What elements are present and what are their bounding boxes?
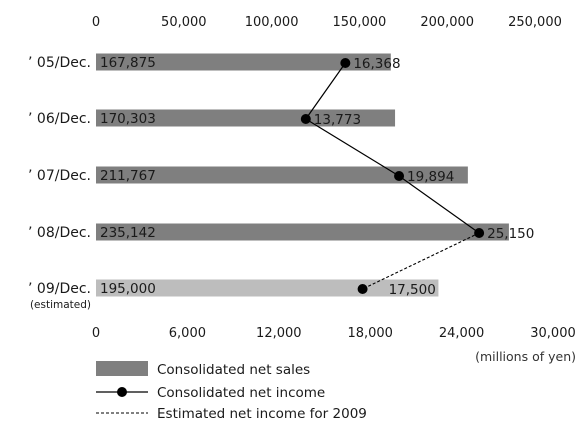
net-sales-bar [96,109,396,127]
top-axis: 0 50,000 100,000 150,000 200,000 250,000 [92,15,562,30]
top-tick-label: 200,000 [420,15,474,30]
net-income-value-label: 25,150 [487,226,534,242]
net-income-point [474,228,485,238]
net-income-value-label: 19,894 [407,169,454,185]
legend-dot-swatch [117,387,127,397]
bottom-tick-label: 18,000 [347,326,393,341]
net-sales-value-labels: 167,875 170,303 211,767 235,142 195,000 [100,55,156,297]
category-label: ’ 05/Dec. [28,55,91,71]
net-sales-value-label: 235,142 [100,225,156,241]
net-income-point [300,114,311,124]
net-income-value-label: 13,773 [314,112,361,128]
net-income-value-label: 17,500 [389,282,436,298]
category-labels: ’ 05/Dec. ’ 06/Dec. ’ 07/Dec. ’ 08/Dec. ’ 09… [28,55,91,311]
net-income-line-path [304,62,480,234]
top-tick-label: 150,000 [333,15,387,30]
net-sales-value-label: 167,875 [100,55,156,71]
top-tick-label: 250,000 [508,15,562,30]
legend-label: Estimated net income for 2009 [157,406,367,421]
bottom-tick-label: 24,000 [439,326,485,341]
top-tick-label: 100,000 [245,15,299,30]
bottom-tick-label: 6,000 [169,326,206,341]
legend: Consolidated net sales Consolidated net i… [96,361,367,421]
top-tick-label: 0 [92,15,100,30]
net-sales-bars [96,53,509,297]
category-label: ’ 06/Dec. [28,111,91,127]
legend-label: Consolidated net sales [157,362,310,378]
net-sales-bar [96,279,439,297]
category-label: ’ 07/Dec. [28,168,91,184]
net-sales-bar [96,223,509,241]
net-sales-bar [96,166,468,184]
net-income-value-labels: 16,368 13,773 19,894 25,150 17,500 [314,56,535,298]
bottom-axis: 0 6,000 12,000 18,000 24,000 30,000 [92,326,576,341]
category-note: (estimated) [30,299,91,311]
net-income-point [394,171,405,181]
net-sales-value-label: 195,000 [100,281,156,297]
top-tick-label: 50,000 [161,15,207,30]
net-sales-value-label: 211,767 [100,168,156,184]
legend-label: Consolidated net income [157,385,325,401]
unit-label: (millions of yen) [475,349,576,364]
net-sales-bar [96,53,391,71]
net-sales-value-label: 170,303 [100,111,156,127]
category-label: ’ 09/Dec. [28,281,91,297]
net-income-point [340,58,351,68]
bottom-tick-label: 0 [92,326,100,341]
bottom-tick-label: 30,000 [530,326,576,341]
bottom-tick-label: 12,000 [256,326,302,341]
estimated-net-income-line [362,232,480,290]
category-label: ’ 08/Dec. [28,225,91,241]
net-income-point [357,284,368,294]
legend-bar-swatch [96,361,148,376]
net-income-line [300,58,485,294]
net-income-value-label: 16,368 [353,56,400,72]
